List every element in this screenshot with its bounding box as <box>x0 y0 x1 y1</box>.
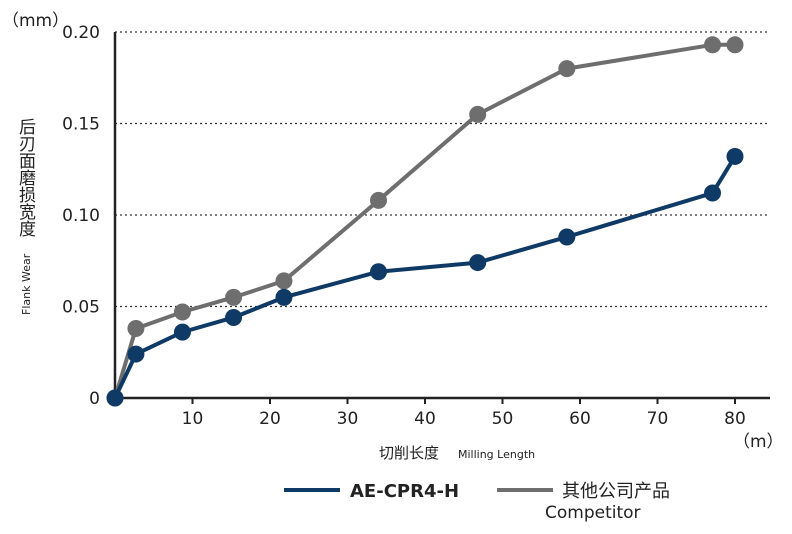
x-axis-label-en: Milling Length <box>458 448 535 461</box>
y-tick-label: 0.10 <box>62 206 100 226</box>
data-point <box>370 263 387 281</box>
data-point <box>173 323 191 341</box>
x-tick-label: 70 <box>647 409 669 429</box>
legend-label-competitor-en: Competitor <box>545 503 641 523</box>
data-point <box>173 303 191 321</box>
data-point <box>106 389 124 407</box>
data-point <box>275 272 293 290</box>
y-tick-labels: 0 0.05 0.10 0.15 0.20 <box>62 23 100 409</box>
y-axis-label-cn: 后刃面磨损宽度 <box>15 118 36 237</box>
data-point <box>225 308 243 326</box>
y-tick-label: 0.20 <box>62 23 100 43</box>
x-unit: （m） <box>733 432 784 452</box>
data-point <box>127 345 145 363</box>
legend-label-ae-cpr4-h: AE-CPR4-H <box>350 481 459 502</box>
x-tick-label: 20 <box>259 409 281 429</box>
x-tick-label: 60 <box>569 409 591 429</box>
series-ae-cpr4-h <box>106 147 744 407</box>
x-tick-label: 10 <box>182 409 204 429</box>
x-tick-label: 80 <box>724 409 746 429</box>
series-line <box>113 155 737 399</box>
data-point <box>704 184 722 202</box>
data-point <box>558 228 576 246</box>
legend-label-competitor-cn: 其他公司产品 <box>562 481 670 502</box>
series-layer <box>106 36 744 407</box>
x-tick-label: 50 <box>492 409 514 429</box>
x-tick-labels: 10 20 30 40 50 60 70 80 <box>182 398 746 429</box>
axes <box>113 32 770 400</box>
y-tick-label: 0 <box>89 389 100 409</box>
data-point <box>275 288 293 306</box>
data-point <box>469 105 487 123</box>
data-point <box>558 60 576 78</box>
legend: AE-CPR4-H 其他公司产品 Competitor <box>284 481 670 523</box>
x-tick-label: 40 <box>414 409 436 429</box>
x-tick-label: 30 <box>337 409 359 429</box>
y-tick-label: 0.05 <box>62 298 100 318</box>
data-point <box>726 36 744 54</box>
y-axis-label-en: Flank Wear <box>20 253 33 315</box>
data-point <box>225 288 243 306</box>
y-unit: （mm） <box>2 11 69 31</box>
data-point <box>469 254 487 272</box>
data-point <box>726 147 744 165</box>
x-axis-label-cn: 切削长度 <box>379 444 439 462</box>
data-point <box>370 191 387 209</box>
data-point <box>704 36 722 54</box>
y-tick-label: 0.15 <box>62 115 100 135</box>
series-competitor <box>106 36 744 407</box>
series-line <box>113 42 735 399</box>
data-point <box>127 319 145 337</box>
grid-lines <box>115 31 770 308</box>
